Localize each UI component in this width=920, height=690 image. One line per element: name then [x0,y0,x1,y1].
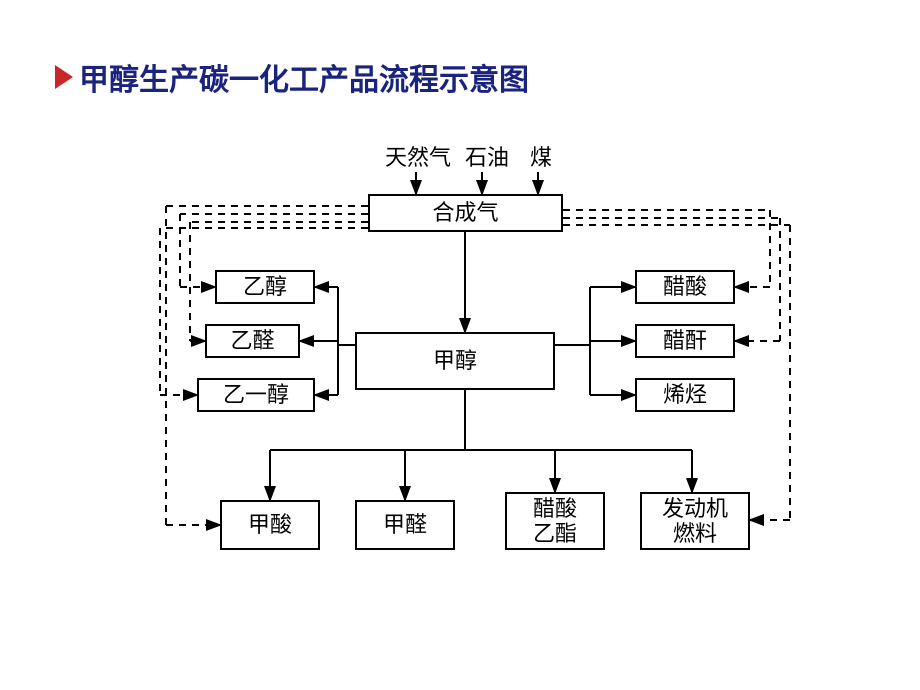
node-ethanol: 乙醇 [215,270,315,304]
title-row: 甲醇生产碳一化工产品流程示意图 [55,55,529,99]
node-syngas: 合成气 [368,194,563,232]
arrow-bullet-icon [55,65,73,89]
node-formic: 甲酸 [220,500,320,550]
slide-title: 甲醇生产碳一化工产品流程示意图 [79,55,529,99]
slide: 甲醇生产碳一化工产品流程示意图 天然气石油煤合成气乙醇乙醛乙一醇 甲醇 醋酸醋酐烯烃… [0,0,920,690]
flow-diagram: 天然气石油煤合成气乙醇乙醛乙一醇 甲醇 醋酸醋酐烯烃甲酸甲醛醋酸乙酯发动机燃料 [130,130,810,600]
input-label-natgas: 天然气 [385,140,451,172]
input-label-coal: 煤 [530,140,552,172]
input-label-oil: 石油 [465,140,509,172]
node-anhydride: 醋酐 [635,324,735,358]
node-fuel: 发动机燃料 [640,492,750,550]
node-formald: 甲醛 [355,500,455,550]
node-methanol: 甲醇 [355,332,555,390]
node-acetal: 乙醛 [205,324,300,358]
node-acetic: 醋酸 [635,270,735,304]
node-ethylac: 醋酸乙酯 [505,492,605,550]
node-eg: 乙一醇 [197,378,315,412]
node-olefin: 烯烃 [635,378,735,412]
